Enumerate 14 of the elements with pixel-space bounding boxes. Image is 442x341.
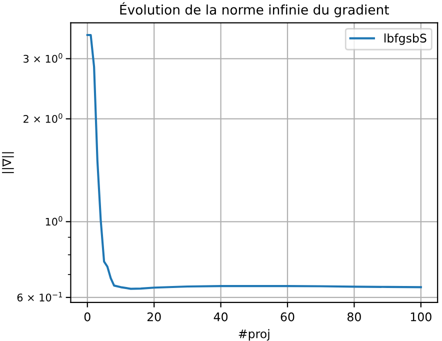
y-tick-label: 6 × 10$^{−1}$ [17,292,62,302]
x-tick-label: 60 [280,312,294,322]
x-tick-label: 40 [214,312,228,322]
y-tick-label: 10$^{0}$ [46,216,62,226]
legend-label: lbfgsbS [384,33,426,45]
y-tick-label: 2 × 10$^{0}$ [24,113,62,123]
y-axis-title: ||∇|| [2,152,14,174]
x-tick-label: 20 [147,312,161,322]
y-tick-label: 3 × 10$^{0}$ [24,53,62,63]
x-axis-title: #proj [238,329,270,341]
x-tick-label: 100 [410,312,432,322]
chart-title: Évolution de la norme infinie du gradient [120,2,389,18]
x-tick-label: 80 [347,312,361,322]
x-tick-label: 0 [84,312,90,322]
